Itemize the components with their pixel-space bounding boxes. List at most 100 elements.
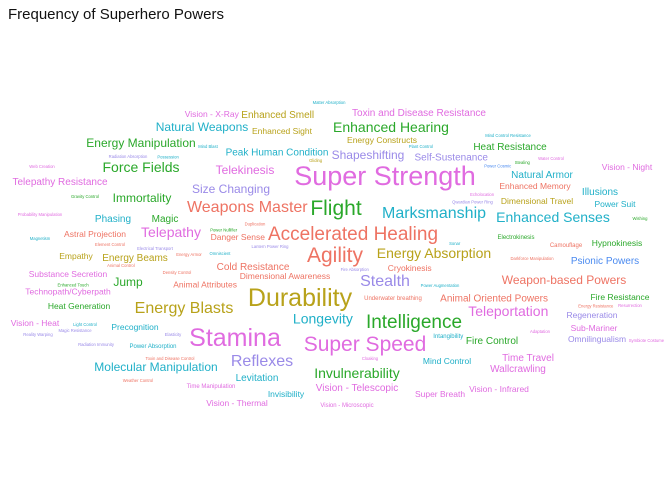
word-weapons-master: Weapons Master — [187, 199, 308, 216]
word-jump: Jump — [113, 275, 143, 289]
word-stealth: Stealth — [360, 273, 410, 290]
word-gliding: Gliding — [309, 158, 323, 163]
word-echolocation: Echolocation — [470, 192, 495, 197]
word-enhanced-hearing: Enhanced Hearing — [333, 119, 449, 135]
word-durability: Durability — [248, 284, 353, 312]
word-levitation: Levitation — [236, 373, 279, 384]
word-animal-attributes: Animal Attributes — [173, 280, 237, 290]
word-natural-armor: Natural Armor — [511, 170, 573, 181]
word-gravity-control: Gravity Control — [71, 194, 99, 199]
word-power-nullifier: Power Nullifier — [210, 227, 238, 232]
word-power-absorption: Power Absorption — [129, 344, 176, 350]
word-electrical-transport: Electrical Transport — [137, 246, 174, 251]
word-omnilingualism: Omnilingualism — [568, 334, 626, 344]
word-matter-absorption: Matter Absorption — [313, 100, 346, 105]
word-web-creation: Web Creation — [29, 164, 55, 169]
word-cryokinesis: Cryokinesis — [388, 263, 432, 273]
word-vision-x-ray: Vision - X-Ray — [185, 109, 240, 119]
word-illusions: Illusions — [582, 187, 618, 198]
word-danger-sense: Danger Sense — [211, 232, 266, 242]
word-telepathy: Telepathy — [141, 224, 201, 240]
word-reflexes: Reflexes — [231, 353, 293, 370]
word-cloaking: Cloaking — [362, 356, 379, 361]
word-adaptation: Adaptation — [530, 329, 551, 334]
word-accelerated-healing: Accelerated Healing — [268, 224, 438, 245]
word-magic: Magic — [152, 214, 179, 225]
word-qwardian-power-ring: Qwardian Power Ring — [452, 200, 493, 205]
word-vision-microscopic: Vision - Microscopic — [320, 403, 373, 409]
word-element-control: Element Control — [95, 242, 125, 247]
word-intelligence: Intelligence — [366, 312, 462, 333]
word-density-control: Density Control — [163, 270, 192, 275]
word-telekinesis: Telekinesis — [216, 163, 275, 177]
word-longevity: Longevity — [293, 310, 353, 326]
word-duplication: Duplication — [245, 222, 266, 227]
word-elasticity: Elasticity — [165, 332, 182, 337]
word-animal-control: Animal Control — [107, 263, 135, 268]
word-energy-constructs: Energy Constructs — [347, 135, 417, 145]
word-energy-manipulation: Energy Manipulation — [86, 136, 195, 150]
word-super-speed: Super Speed — [304, 333, 427, 356]
word-vision-infrared: Vision - Infrared — [469, 384, 529, 394]
word-energy-blasts: Energy Blasts — [135, 300, 234, 317]
word-wallcrawling: Wallcrawling — [490, 364, 546, 375]
word-marksmanship: Marksmanship — [382, 205, 486, 222]
word-vision-night: Vision - Night — [602, 162, 653, 172]
word-stealing: Stealing — [515, 160, 531, 165]
word-invisibility: Invisibility — [268, 389, 305, 399]
word-radiation-immunity: Radiation Immunity — [78, 342, 115, 347]
word-heat-resistance: Heat Resistance — [473, 142, 547, 153]
word-toxin-and-disease-resistance: Toxin and Disease Resistance — [352, 108, 486, 119]
word-flight: Flight — [310, 197, 362, 220]
word-sonar: Sonar — [449, 241, 461, 246]
word-weather-control: Weather Control — [123, 378, 153, 383]
word-mind-blast: Mind Blast — [198, 144, 218, 149]
word-super-strength: Super Strength — [294, 161, 476, 191]
word-energy-resistance: Energy Resistance — [578, 303, 614, 308]
word-energy-beams: Energy Beams — [102, 253, 168, 264]
word-heat-generation: Heat Generation — [48, 301, 111, 311]
word-energy-armor: Energy Armor — [176, 252, 202, 257]
word-enhanced-sight: Enhanced Sight — [252, 126, 313, 136]
word-intangibility: Intangibility — [433, 334, 463, 340]
word-enhanced-touch: Enhanced Touch — [58, 283, 90, 288]
word-enhanced-memory: Enhanced Memory — [499, 181, 571, 191]
chart-title: Frequency of Superhero Powers — [8, 6, 224, 23]
word-time-travel: Time Travel — [502, 353, 554, 364]
word-symbiote-costume: Symbiote Costume — [629, 338, 665, 343]
word-peak-human-condition: Peak Human Condition — [226, 148, 329, 159]
word-camouflage: Camouflage — [550, 243, 583, 249]
word-shapeshifting: Shapeshifting — [332, 148, 405, 162]
word-invulnerability: Invulnerability — [314, 365, 400, 381]
word-magic-resistance: Magic Resistance — [58, 328, 92, 333]
word-energy-absorption: Energy Absorption — [377, 245, 491, 261]
word-self-sustenance: Self-Sustenance — [415, 153, 489, 164]
word-psionic-powers: Psionic Powers — [571, 256, 639, 267]
word-hypnokinesis: Hypnokinesis — [592, 238, 643, 248]
word-vision-thermal: Vision - Thermal — [206, 398, 268, 408]
word-weapon-based-powers: Weapon-based Powers — [502, 273, 627, 287]
word-omniscient: Omniscient — [210, 251, 232, 256]
word-possession: Possession — [157, 155, 179, 160]
word-cold-resistance: Cold Resistance — [217, 262, 290, 273]
word-wishing: Wishing — [633, 216, 649, 221]
word-super-breath: Super Breath — [415, 389, 465, 399]
word-mind-control-resistance: Mind Control Resistance — [485, 133, 531, 138]
word-substance-secretion: Substance Secretion — [29, 269, 108, 279]
word-power-cosmic: Power Cosmic — [484, 163, 511, 168]
word-teleportation: Teleportation — [468, 303, 548, 319]
word-immortality: Immortality — [113, 191, 172, 205]
word-power-augmentation: Power Augmentation — [421, 283, 460, 288]
word-technopath-cyberpath: Technopath/Cyberpath — [25, 287, 111, 297]
word-empathy: Empathy — [59, 251, 93, 261]
word-vision-heat: Vision - Heat — [11, 318, 60, 328]
word-darkforce-manipulation: Darkforce Manipulation — [510, 256, 554, 261]
word-phasing: Phasing — [95, 214, 131, 225]
word-dimensional-travel: Dimensional Travel — [501, 196, 573, 206]
word-dimensional-awareness: Dimensional Awareness — [240, 271, 331, 281]
word-light-control: Light Control — [73, 322, 97, 327]
word-sub-mariner: Sub-Mariner — [571, 323, 618, 333]
word-enhanced-smell: Enhanced Smell — [241, 110, 314, 121]
word-regeneration: Regeneration — [566, 310, 617, 320]
